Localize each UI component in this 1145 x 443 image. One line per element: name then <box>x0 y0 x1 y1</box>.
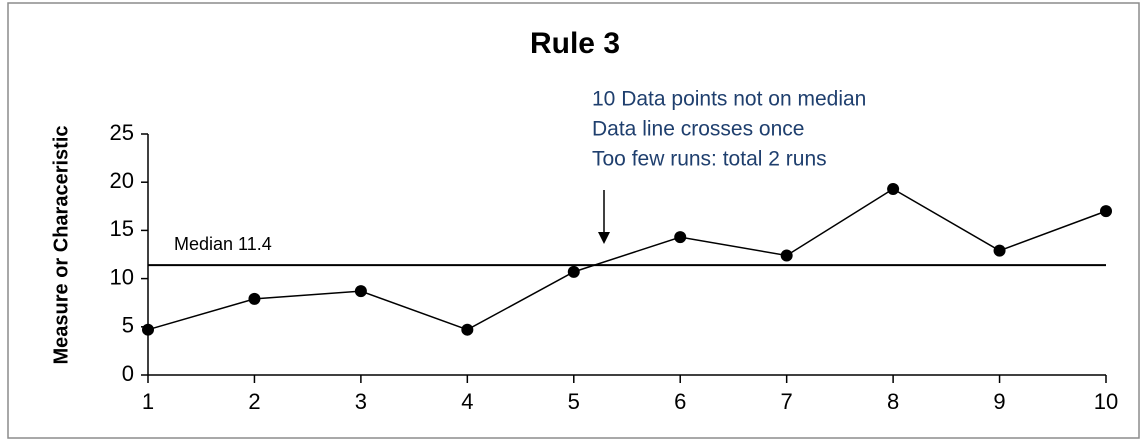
chart-border <box>7 2 1140 439</box>
data-point <box>674 231 687 244</box>
data-point <box>567 265 580 278</box>
annotation: 10 Data points not on median <box>592 88 866 111</box>
x-tick-label: 6 <box>674 389 686 414</box>
x-tick-label: 10 <box>1094 389 1118 414</box>
x-tick-label: 3 <box>355 389 367 414</box>
x-tick-label: 8 <box>887 389 899 414</box>
data-point <box>461 323 474 336</box>
arrow-head <box>598 232 610 244</box>
data-point <box>887 182 900 195</box>
x-tick-label: 1 <box>142 389 154 414</box>
data-point <box>354 285 367 298</box>
data-point <box>248 292 261 305</box>
x-tick-label: 2 <box>248 389 260 414</box>
data-point <box>993 244 1006 257</box>
annotation: Too few runs: total 2 runs <box>592 148 827 171</box>
y-tick-label: 20 <box>110 168 134 193</box>
median-label: Median 11.4 <box>174 234 272 254</box>
y-tick-label: 0 <box>122 361 134 386</box>
annotation: Data line crosses once <box>592 118 804 141</box>
x-tick-label: 9 <box>993 389 1005 414</box>
data-line <box>147 188 1107 331</box>
data-point <box>142 323 154 336</box>
data-point <box>1100 205 1112 218</box>
chart-title: Rule 3 <box>530 27 620 60</box>
data-point <box>780 249 793 262</box>
x-tick-label: 7 <box>781 389 793 414</box>
y-tick-label: 5 <box>122 313 134 338</box>
y-tick-label: 10 <box>110 264 134 289</box>
x-tick-label: 4 <box>461 389 473 414</box>
y-tick-label: 15 <box>110 216 134 241</box>
y-axis-label: Measure or Characeristic <box>50 125 72 364</box>
y-tick-label: 25 <box>110 120 134 145</box>
x-tick-label: 5 <box>568 389 580 414</box>
